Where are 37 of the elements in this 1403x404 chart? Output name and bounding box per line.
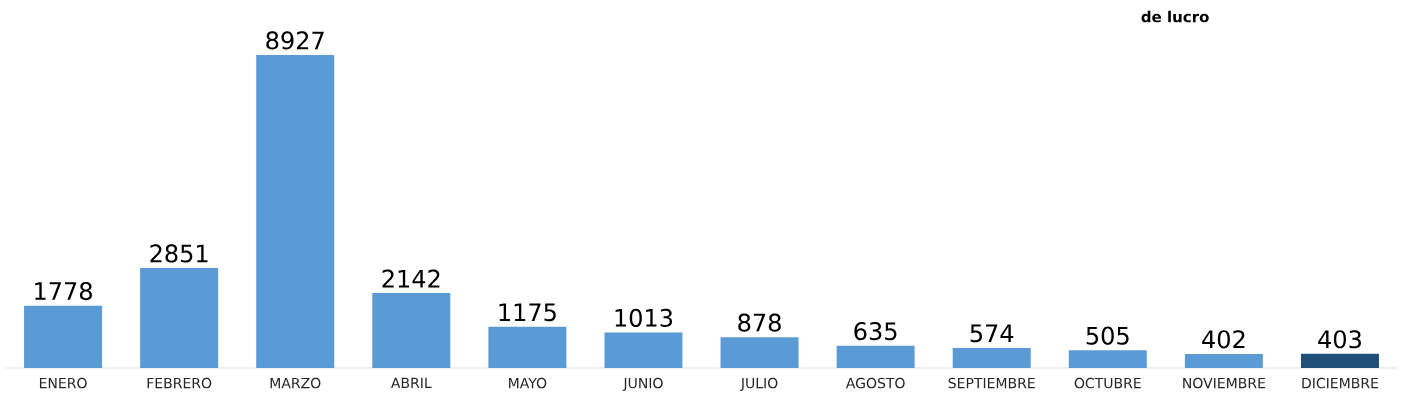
x-tick-label: ABRIL [390, 377, 432, 388]
bar [140, 268, 219, 368]
data-label: 1175 [499, 303, 556, 322]
x-tick-label: ENERO [39, 377, 87, 389]
bar [952, 347, 1031, 368]
x-tick-label: OCTUBRE [1074, 377, 1141, 389]
x-tick-label: SEPTIEMBRE [948, 377, 1035, 389]
bar [1184, 353, 1263, 368]
data-label: 2851 [150, 244, 208, 263]
x-tick-label: JUNIO [622, 377, 663, 391]
x-tick-label: AGOSTO [845, 377, 905, 389]
x-tick-label: DICIEMBRE [1302, 377, 1379, 389]
bar [720, 337, 799, 368]
text: de lucro [1141, 10, 1209, 23]
bar [1068, 350, 1147, 368]
data-label: 635 [854, 322, 897, 341]
data-label: 1778 [35, 281, 92, 301]
data-label: 574 [970, 324, 1014, 343]
x-tick-label: NOVIEMBRE [1183, 377, 1266, 389]
data-label: 8927 [266, 31, 324, 50]
bar [604, 332, 683, 368]
bar [488, 326, 567, 368]
x-tick-label: FEBRERO [147, 377, 212, 389]
x-tick-label: MAYO [509, 377, 547, 389]
data-label: 2142 [382, 269, 440, 288]
bar [256, 55, 335, 368]
data-label: 403 [1318, 330, 1361, 349]
data-label: 1013 [615, 308, 673, 327]
bar [24, 305, 103, 368]
x-tick-label: MARZO [270, 377, 321, 389]
bar [836, 345, 915, 368]
bar [372, 292, 451, 368]
data-label: 878 [738, 313, 781, 332]
data-label: 402 [1202, 330, 1245, 349]
x-tick-label: JULIO [740, 377, 778, 391]
data-label: 505 [1086, 326, 1129, 345]
bar [1300, 353, 1379, 368]
